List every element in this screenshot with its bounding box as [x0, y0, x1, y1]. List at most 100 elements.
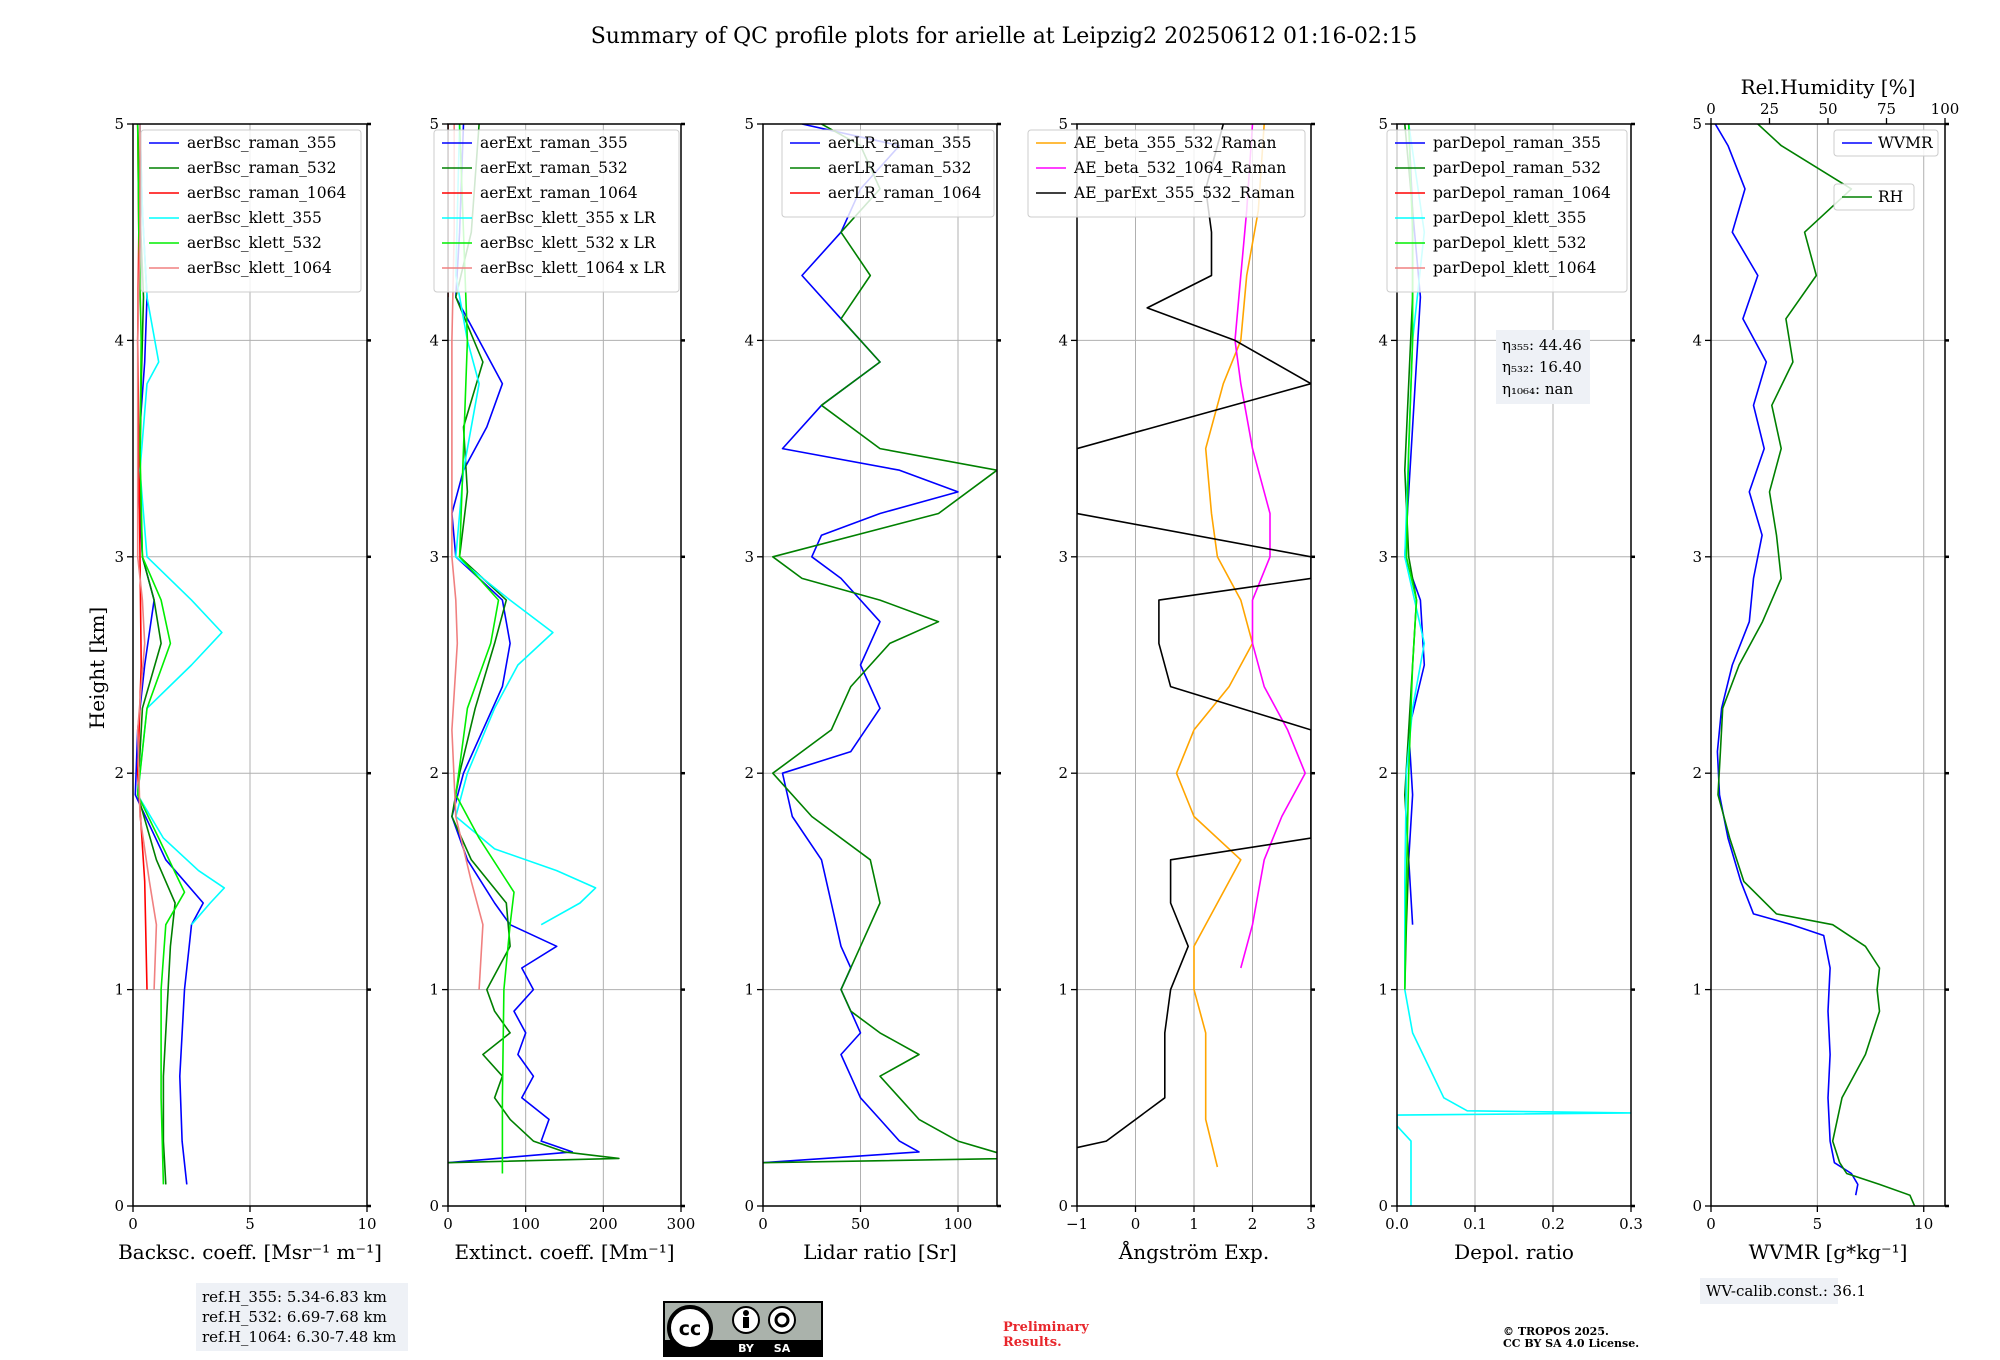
legend-entry: aerLR_raman_1064 [828, 184, 981, 202]
legend-entry: RH [1878, 188, 1903, 206]
top-tick-label: 75 [1877, 100, 1896, 118]
copyright-line-1: © TROPOS 2025. [1503, 1325, 1609, 1338]
y-tick-label: 1 [1692, 981, 1702, 999]
legend-entry: aerLR_raman_532 [828, 159, 971, 177]
ref-heights-box: ref.H_355: 5.34-6.83 km ref.H_532: 6.69-… [196, 1283, 408, 1351]
license-sa: SA [774, 1342, 791, 1355]
legend-entry: aerBsc_klett_532 [187, 234, 322, 252]
legend-entry: aerExt_raman_1064 [480, 184, 638, 202]
y-tick-label: 1 [114, 981, 124, 999]
y-tick-label: 0 [1692, 1197, 1702, 1215]
panel-ext: 0 100 200 300 0 1 2 3 4 5 Extinct. coeff. [Mm⁻¹] ae… [429, 115, 695, 1264]
y-tick-label: 3 [744, 548, 754, 566]
y-tick-label: 3 [1378, 548, 1388, 566]
legend: aerLR_raman_355 aerLR_raman_532 aerLR_rama… [781, 129, 995, 218]
series-line-WVMR [1714, 124, 1859, 1196]
x-tick-label: 100 [944, 1215, 973, 1233]
cc-logo-icon [667, 1305, 713, 1351]
legend-entry: parDepol_raman_1064 [1433, 184, 1611, 202]
x-tick-label: 1 [1189, 1215, 1199, 1233]
axes-frame [1396, 123, 1632, 1207]
legend: parDepol_raman_355 parDepol_raman_532 parD… [1386, 129, 1628, 293]
x-tick-label: 0.2 [1541, 1215, 1565, 1233]
x-axis-label: Extinct. coeff. [Mm⁻¹] [454, 1240, 674, 1264]
y-tick-label: 2 [114, 764, 124, 782]
x-tick-label: −1 [1066, 1215, 1088, 1233]
top-tick-label: 0 [1706, 100, 1716, 118]
legend-entry: aerBsc_klett_532 x LR [480, 234, 657, 252]
x-axis-label: Ångström Exp. [1118, 1239, 1269, 1264]
y-tick-label: 5 [114, 115, 124, 133]
x-tick-label: 0.3 [1619, 1215, 1643, 1233]
legend: aerExt_raman_355 aerExt_raman_532 aerExt_r… [433, 129, 680, 293]
legend-entry: aerBsc_klett_1064 x LR [480, 259, 667, 277]
cc-logo-text: cc [679, 1318, 702, 1340]
legend-entry: parDepol_klett_355 [1433, 209, 1586, 227]
x-tick-label: 0 [758, 1215, 768, 1233]
series-line-AE_beta_355_532_Raman [1175, 124, 1265, 1168]
y-tick-label: 5 [1058, 115, 1068, 133]
x-tick-label: 5 [245, 1215, 255, 1233]
x-tick-label: 0 [1706, 1215, 1716, 1233]
x-tick-label: 300 [667, 1215, 696, 1233]
ref-height-355: ref.H_355: 5.34-6.83 km [202, 1288, 387, 1306]
y-tick-label: 2 [1058, 764, 1068, 782]
series-line-aerBsc_klett_355 x LR [454, 124, 597, 926]
y-tick-label: 5 [744, 115, 754, 133]
y-tick-label: 3 [1692, 548, 1702, 566]
legend-entry: aerBsc_raman_1064 [187, 184, 347, 202]
legend-entry: parDepol_raman_532 [1433, 159, 1601, 177]
top-tick-label: 50 [1818, 100, 1837, 118]
panel-lr: 0 50 100 0 1 2 3 4 5 Lidar ratio [Sr] aerLR_raman_… [744, 115, 1001, 1264]
series-line-aerBsc_klett_355 [136, 124, 226, 926]
y-tick-label: 1 [429, 981, 439, 999]
y-tick-label: 5 [1378, 115, 1388, 133]
series-line-aerBsc_klett_532 [136, 124, 186, 1185]
y-tick-label: 4 [114, 331, 124, 349]
series-line-RH [1717, 124, 1916, 1206]
series-line-aerBsc_klett_532 x LR [454, 124, 515, 1174]
panel-bsc: 0 5 10 0 1 2 3 4 5 Backsc. coeff. [Msr⁻¹ m⁻¹] aerB… [114, 115, 381, 1264]
x-tick-label: 0.1 [1463, 1215, 1487, 1233]
cc-license-badge: cc BY SA [663, 1301, 823, 1357]
sa-share-icon [768, 1306, 796, 1334]
y-tick-label: 5 [429, 115, 439, 133]
y-tick-label: 5 [1692, 115, 1702, 133]
legend-entry: parDepol_raman_355 [1433, 134, 1601, 152]
y-tick-label: 3 [1058, 548, 1068, 566]
top-tick-label: 100 [1931, 100, 1960, 118]
license-by: BY [738, 1342, 755, 1355]
legend-entry: aerBsc_raman_355 [187, 134, 337, 152]
x-axis-label: Lidar ratio [Sr] [803, 1240, 957, 1264]
x-tick-label: 2 [1248, 1215, 1258, 1233]
x-tick-label: 50 [851, 1215, 870, 1233]
x-tick-label: 0 [443, 1215, 453, 1233]
figure-title: Summary of QC profile plots for arielle … [591, 24, 1418, 49]
y-tick-label: 4 [1378, 331, 1388, 349]
y-tick-label: 0 [429, 1197, 439, 1215]
y-tick-label: 3 [114, 548, 124, 566]
wv-calib-box: WV-calib.const.: 36.1 [1700, 1278, 1866, 1304]
y-tick-label: 0 [1058, 1197, 1068, 1215]
y-tick-label: 2 [744, 764, 754, 782]
series-line-aerBsc_klett_1064 [136, 124, 158, 990]
y-tick-label: 4 [1058, 331, 1068, 349]
axes-frame [1710, 123, 1946, 1207]
panel-depol: 0.0 0.1 0.2 0.3 0 1 2 3 4 5 Depol. ratio parDepol_r… [1378, 115, 1642, 1264]
y-tick-label: 2 [1692, 764, 1702, 782]
eta-line: η₃₅₅: 44.46 [1502, 336, 1582, 354]
series-line-AE_parExt_355_532_Raman [1077, 124, 1311, 1149]
x-tick-label: 5 [1813, 1215, 1823, 1233]
axes-frame [447, 123, 682, 1207]
legend-entry: parDepol_klett_532 [1433, 234, 1586, 252]
legend-entry: parDepol_klett_1064 [1433, 259, 1596, 277]
preliminary-line-2: Results. [1003, 1335, 1062, 1350]
y-tick-label: 4 [744, 331, 754, 349]
eta-annotation: η₃₅₅: 44.46 η₅₃₂: 16.40 η₁₀₆₄: nan [1496, 330, 1590, 404]
legend-entry: AE_beta_532_1064_Raman [1073, 159, 1286, 177]
x-tick-label: 200 [589, 1215, 618, 1233]
top-axis-label: Rel.Humidity [%] [1741, 75, 1916, 99]
legend: WVMR RH [1833, 129, 1939, 211]
y-tick-label: 0 [114, 1197, 124, 1215]
